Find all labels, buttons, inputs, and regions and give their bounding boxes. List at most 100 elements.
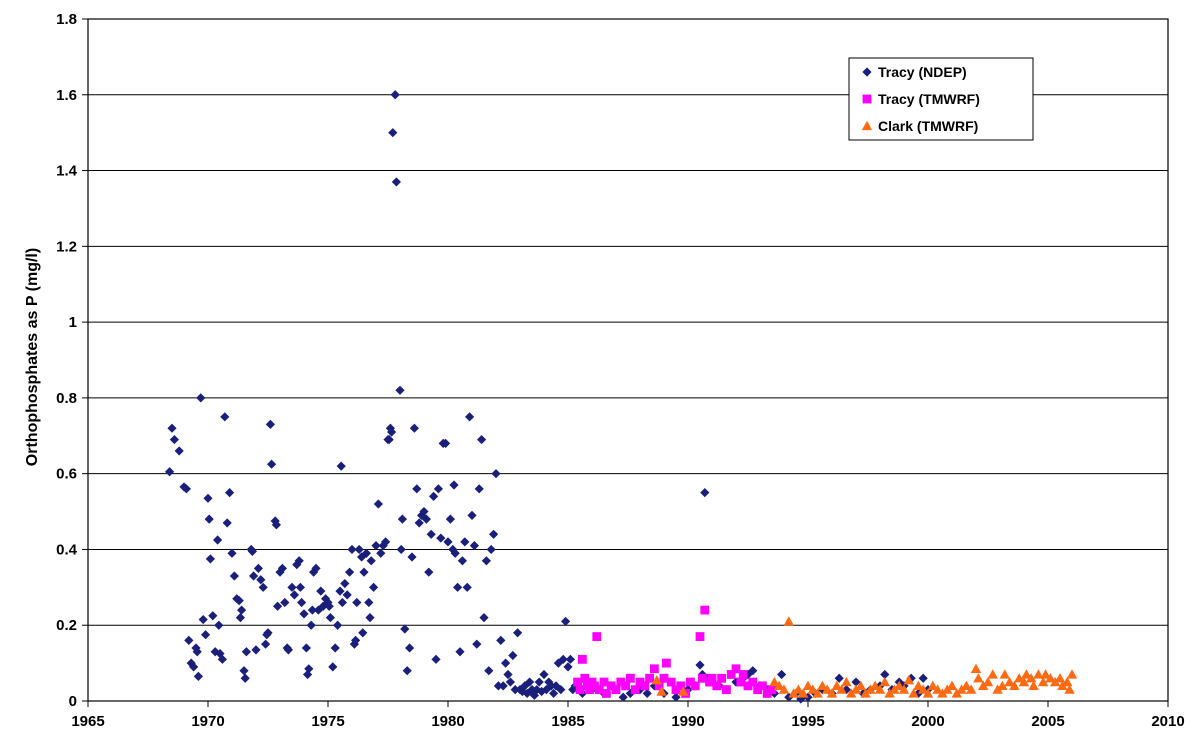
data-point (903, 674, 914, 685)
data-point (513, 628, 523, 638)
data-point (575, 685, 585, 695)
data-point (659, 673, 669, 683)
data-point (275, 567, 285, 577)
data-point (366, 556, 376, 566)
data-point (390, 90, 400, 100)
data-point (484, 666, 494, 676)
data-point (774, 680, 785, 691)
data-point (181, 484, 191, 494)
data-point (762, 689, 772, 698)
data-point (918, 673, 928, 683)
data-point (678, 686, 689, 696)
data-point (1062, 676, 1073, 687)
data-point (417, 510, 427, 520)
data-point (474, 484, 484, 494)
data-point (640, 681, 650, 691)
data-point (1057, 680, 1068, 691)
data-point (544, 677, 554, 687)
data-point (970, 663, 982, 673)
data-point (304, 664, 314, 674)
data-point (321, 594, 331, 604)
data-point (573, 677, 582, 687)
data-point (846, 688, 857, 698)
data-point (671, 692, 681, 702)
data-point (395, 385, 405, 395)
data-point (213, 535, 223, 545)
data-point (748, 677, 758, 687)
data-point (731, 664, 741, 674)
data-point (894, 680, 905, 691)
x-tick-label: 1970 (191, 713, 224, 730)
data-point (1038, 676, 1049, 687)
data-point (645, 673, 654, 683)
data-point (205, 554, 215, 564)
data-point (311, 563, 321, 573)
y-tick-label: 0.4 (56, 541, 78, 558)
data-point (1054, 673, 1066, 683)
data-point (580, 673, 590, 683)
data-point (626, 673, 635, 683)
data-point (297, 597, 307, 608)
data-point (568, 685, 578, 695)
data-point (307, 605, 317, 615)
data-point (879, 676, 890, 687)
data-point (1021, 669, 1032, 679)
data-point (359, 567, 369, 577)
data-point (707, 673, 717, 683)
data-point (309, 567, 319, 577)
data-point (826, 688, 838, 698)
data-point (961, 680, 972, 691)
data-point (472, 639, 482, 649)
y-tick-label: 0.8 (56, 390, 77, 407)
data-point (1040, 669, 1051, 679)
data-point (489, 529, 499, 539)
data-point (987, 669, 998, 679)
data-point (402, 666, 412, 676)
data-point (822, 684, 833, 694)
series-triangle (651, 616, 1078, 698)
data-point (283, 645, 293, 655)
data-point (630, 685, 640, 695)
data-point (277, 563, 287, 573)
data-point (235, 613, 245, 623)
data-point (457, 556, 467, 566)
data-point (700, 605, 710, 615)
data-point (345, 567, 355, 577)
data-point (294, 556, 304, 566)
data-point (834, 673, 844, 683)
plot-frame (87, 18, 1169, 702)
data-point (449, 480, 459, 490)
data-point (855, 680, 866, 691)
data-point (666, 677, 676, 687)
data-point (352, 597, 362, 608)
data-point (1018, 676, 1030, 687)
data-point (537, 686, 547, 697)
data-point (621, 681, 630, 691)
data-point (599, 677, 609, 687)
data-point (1009, 680, 1020, 691)
y-axis-title: Orthophosphates as P (mg/l) (24, 248, 41, 466)
legend-label: Tracy (TMWRF) (878, 91, 980, 107)
data-point (1028, 680, 1039, 691)
data-point (788, 688, 799, 698)
data-point (357, 552, 367, 562)
data-point (204, 514, 214, 524)
data-point (525, 677, 535, 687)
data-point (429, 491, 439, 501)
data-point (594, 685, 604, 695)
data-point (865, 684, 876, 694)
data-point (927, 680, 938, 691)
data-point (1014, 673, 1025, 683)
data-point (405, 643, 415, 653)
data-point (769, 676, 780, 687)
data-point (602, 689, 611, 698)
data-point (426, 529, 436, 539)
data-point (898, 684, 910, 694)
data-point (778, 684, 790, 694)
data-point (295, 582, 305, 592)
data-point (906, 673, 916, 683)
data-point (328, 662, 338, 672)
data-point (169, 434, 179, 445)
data-point (381, 537, 391, 547)
data-point (510, 685, 520, 695)
